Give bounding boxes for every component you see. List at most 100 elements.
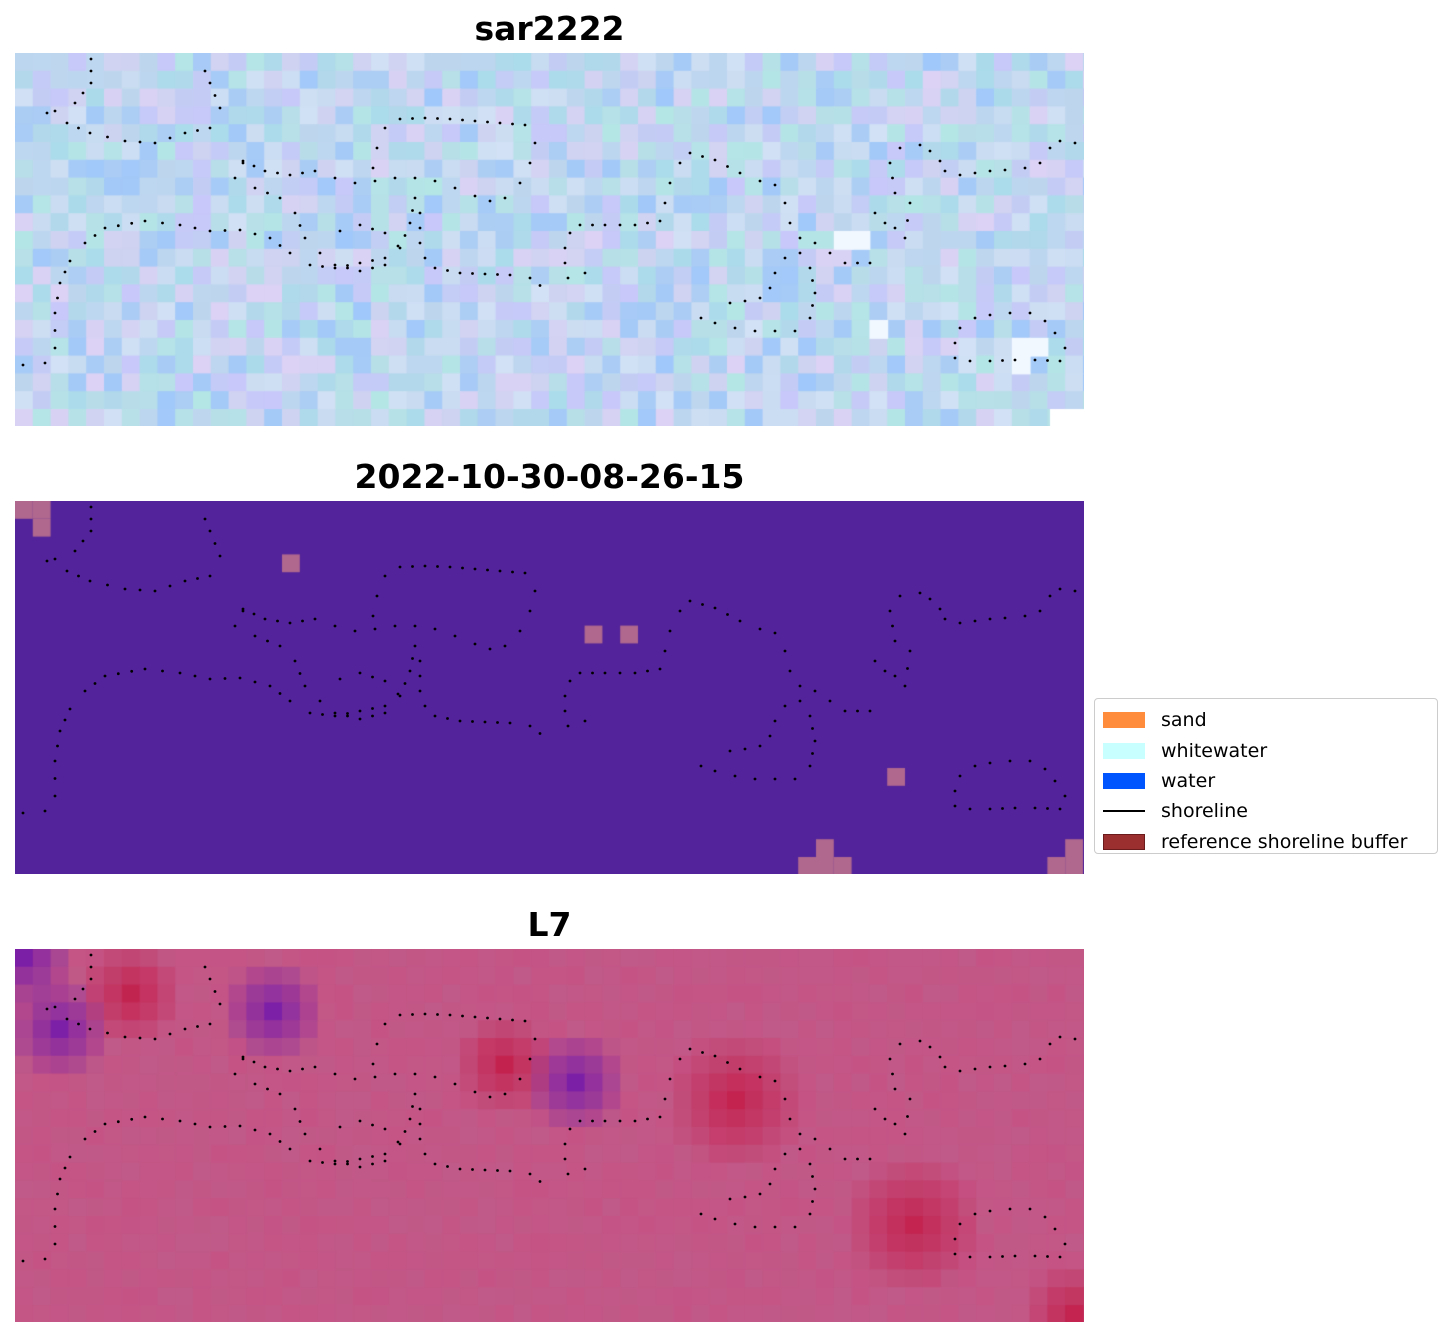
shoreline-point: [473, 194, 477, 198]
shoreline-point: [1053, 779, 1057, 783]
shoreline-point: [68, 707, 72, 711]
shoreline-point: [116, 1120, 120, 1124]
water-swatch: [1103, 772, 1145, 789]
shoreline-point: [398, 565, 402, 569]
shoreline-point: [130, 221, 134, 225]
shoreline-point: [958, 774, 962, 778]
shoreline-point: [138, 140, 142, 144]
shoreline-point: [358, 269, 362, 273]
shoreline-point: [918, 143, 922, 147]
shoreline-point: [346, 714, 349, 718]
shoreline-point: [371, 675, 374, 679]
shoreline-point: [393, 1072, 397, 1076]
shoreline-point: [418, 241, 422, 245]
shoreline-point: [918, 591, 922, 595]
shoreline-point: [411, 1105, 414, 1108]
shoreline-point: [523, 571, 527, 575]
shoreline-point: [483, 1168, 487, 1172]
shoreline-point: [233, 624, 237, 628]
shoreline-point: [701, 1051, 704, 1054]
shoreline-point: [808, 1162, 812, 1166]
shoreline-point: [446, 717, 449, 720]
shoreline-point: [488, 1095, 492, 1099]
shoreline-point: [43, 361, 47, 365]
shoreline-point: [973, 316, 977, 320]
shoreline-point: [726, 165, 729, 168]
shoreline-point: [773, 1225, 777, 1229]
legend-label: whitewater: [1161, 739, 1268, 762]
shoreline-point: [208, 977, 212, 981]
shoreline-point: [203, 965, 207, 969]
shoreline-point: [81, 539, 85, 543]
shoreline-point: [811, 727, 814, 730]
shoreline-point: [371, 1162, 374, 1166]
shoreline-point: [203, 69, 207, 73]
shoreline-point: [56, 1192, 59, 1196]
shoreline-point: [413, 624, 417, 628]
shoreline-point: [728, 749, 732, 753]
shoreline-point: [358, 709, 362, 713]
shoreline-point: [783, 1097, 787, 1101]
shoreline-point: [808, 266, 812, 270]
shoreline-point: [496, 273, 499, 276]
shoreline-point: [868, 709, 872, 713]
shoreline-point: [583, 271, 587, 275]
shoreline-point: [783, 649, 787, 653]
shoreline-point: [958, 1222, 962, 1226]
shoreline-point: [768, 286, 772, 290]
shoreline-point: [788, 669, 792, 673]
shoreline-point: [183, 131, 187, 135]
shoreline-point: [603, 223, 607, 227]
shoreline-point: [511, 1018, 514, 1022]
shoreline-point: [268, 236, 272, 240]
shoreline-point: [988, 617, 992, 621]
shoreline-point: [53, 346, 57, 350]
shoreline-point: [753, 777, 757, 781]
shoreline-point: [498, 1017, 502, 1021]
shoreline-point: [728, 1197, 732, 1201]
shoreline-point: [346, 266, 349, 270]
shoreline-point: [1058, 359, 1062, 363]
shoreline-point: [383, 704, 387, 708]
shoreline-point: [1053, 1227, 1057, 1231]
shoreline-point: [253, 634, 257, 638]
shoreline-point: [396, 1140, 400, 1144]
shoreline-point: [278, 1092, 282, 1096]
shoreline-point: [418, 211, 422, 215]
shoreline-point: [1073, 1037, 1077, 1041]
shoreline-point: [313, 169, 317, 173]
shoreline-point: [73, 997, 77, 1001]
shoreline-point: [241, 161, 245, 165]
shoreline-point: [448, 117, 452, 121]
shoreline-point: [563, 1157, 567, 1161]
shoreline-point: [278, 644, 282, 648]
shoreline-point: [1043, 319, 1047, 323]
shoreline-point: [1008, 1207, 1012, 1211]
shoreline-point: [898, 594, 902, 598]
shoreline-point: [293, 659, 297, 663]
shoreline-point: [383, 574, 387, 578]
shoreline-point: [403, 234, 407, 237]
shoreline-point: [318, 1147, 322, 1151]
shoreline-point: [383, 711, 387, 715]
shoreline-line-swatch: [1103, 810, 1145, 813]
shoreline-point: [583, 719, 587, 723]
shoreline-point: [906, 1115, 909, 1118]
shoreline-point: [773, 1079, 777, 1083]
sar-image-panel: [15, 53, 1084, 426]
classification-image-panel: [15, 501, 1084, 874]
shoreline-point: [183, 579, 187, 583]
shoreline-point: [943, 169, 947, 173]
shoreline-point: [701, 603, 704, 606]
shoreline-point: [678, 161, 682, 165]
shoreline-point: [1008, 311, 1012, 315]
shoreline-point: [893, 226, 897, 230]
shoreline-point: [53, 329, 57, 332]
shoreline-point: [58, 1177, 62, 1181]
shoreline-point: [448, 565, 452, 569]
shoreline-point: [83, 689, 87, 693]
shoreline-point: [773, 719, 777, 723]
shoreline-point: [668, 629, 672, 633]
shoreline-point: [508, 273, 512, 277]
shoreline-point: [523, 123, 527, 127]
